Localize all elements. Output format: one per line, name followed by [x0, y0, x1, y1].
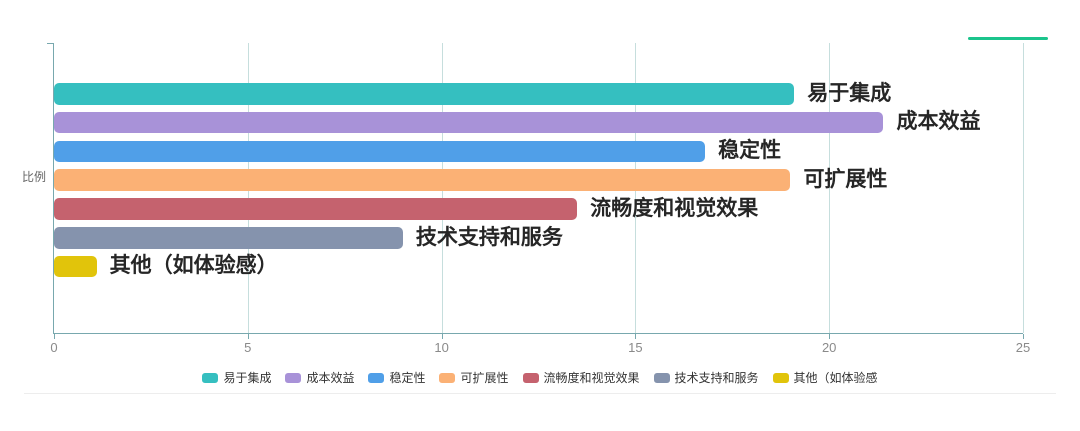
legend-item-5[interactable]: 技术支持和服务 [653, 369, 759, 386]
x-tick-mark-15 [635, 334, 637, 339]
bar-0[interactable] [54, 83, 795, 105]
bar-label-1: 成本效益 [896, 110, 981, 134]
legend-chip-2 [368, 372, 385, 383]
x-tick-mark-0 [54, 334, 55, 339]
bottom-divider [24, 393, 1056, 394]
legend-item-4[interactable]: 流畅度和视觉效果 [522, 369, 640, 386]
legend-item-6[interactable]: 其他（如体验感 [772, 369, 878, 386]
legend-chip-3 [439, 372, 456, 383]
legend-chip-0 [202, 372, 219, 383]
y-axis-top-tick [47, 43, 54, 44]
legend-item-2[interactable]: 稳定性 [368, 369, 425, 386]
legend-label-6: 其他（如体验感 [793, 371, 878, 385]
legend-label-0: 易于集成 [223, 371, 272, 385]
x-axis-line [53, 333, 1023, 334]
x-tick-mark-20 [829, 334, 831, 339]
legend-item-0[interactable]: 易于集成 [202, 369, 271, 386]
bar-2[interactable] [54, 140, 706, 163]
x-tick-mark-5 [247, 334, 249, 339]
legend-item-1[interactable]: 成本效益 [285, 369, 354, 386]
x-tick-label-25: 25 [1015, 340, 1031, 355]
legend-chip-4 [522, 372, 539, 383]
legend-item-3[interactable]: 可扩展性 [439, 369, 509, 386]
gridline-x-25 [1023, 43, 1024, 333]
chart-legend: 易于集成 成本效益 稳定性 可扩展性 流畅度和视觉效果 技术支持和服务 其他（如体验感 [0, 369, 1080, 386]
x-tick-mark-25 [1023, 334, 1024, 339]
legend-chip-5 [653, 372, 670, 383]
bar-3[interactable] [54, 169, 791, 191]
accent-line [968, 37, 1048, 40]
y-axis-title: 比例 [22, 170, 47, 184]
x-tick-label-0: 0 [50, 340, 58, 355]
legend-label-1: 成本效益 [306, 371, 355, 385]
legend-chip-6 [772, 372, 789, 383]
bar-label-6: 其他（如体验感） [109, 254, 278, 278]
bar-5[interactable] [54, 227, 403, 249]
x-tick-label-15: 15 [628, 340, 643, 355]
bar-label-2: 稳定性 [718, 139, 782, 163]
legend-label-4: 流畅度和视觉效果 [543, 371, 640, 385]
legend-label-2: 稳定性 [389, 371, 426, 385]
bar-label-0: 易于集成 [807, 81, 892, 105]
bar-4[interactable] [54, 198, 578, 220]
plot-area: 0 5 10 15 20 25 易于集成 成本效益稳定性 可扩展性流畅度和视觉效果技术支持和服务… [47, 43, 1030, 355]
bar-label-5: 技术支持和服务 [415, 225, 563, 249]
x-tick-label-20: 20 [821, 340, 837, 355]
legend-label-5: 技术支持和服务 [674, 371, 759, 385]
bar-label-4: 流畅度和视觉效果 [590, 196, 759, 220]
x-tick-label-10: 10 [434, 340, 449, 355]
bar-6[interactable] [54, 255, 97, 278]
x-tick-mark-10 [441, 334, 443, 339]
y-axis-line [53, 43, 54, 333]
legend-label-3: 可扩展性 [460, 371, 509, 385]
bar-label-3: 可扩展性 [803, 167, 888, 191]
gridline-x-20 [829, 43, 831, 333]
x-tick-label-5: 5 [244, 340, 252, 355]
legend-chip-1 [285, 372, 302, 383]
bar-1[interactable] [54, 111, 884, 134]
